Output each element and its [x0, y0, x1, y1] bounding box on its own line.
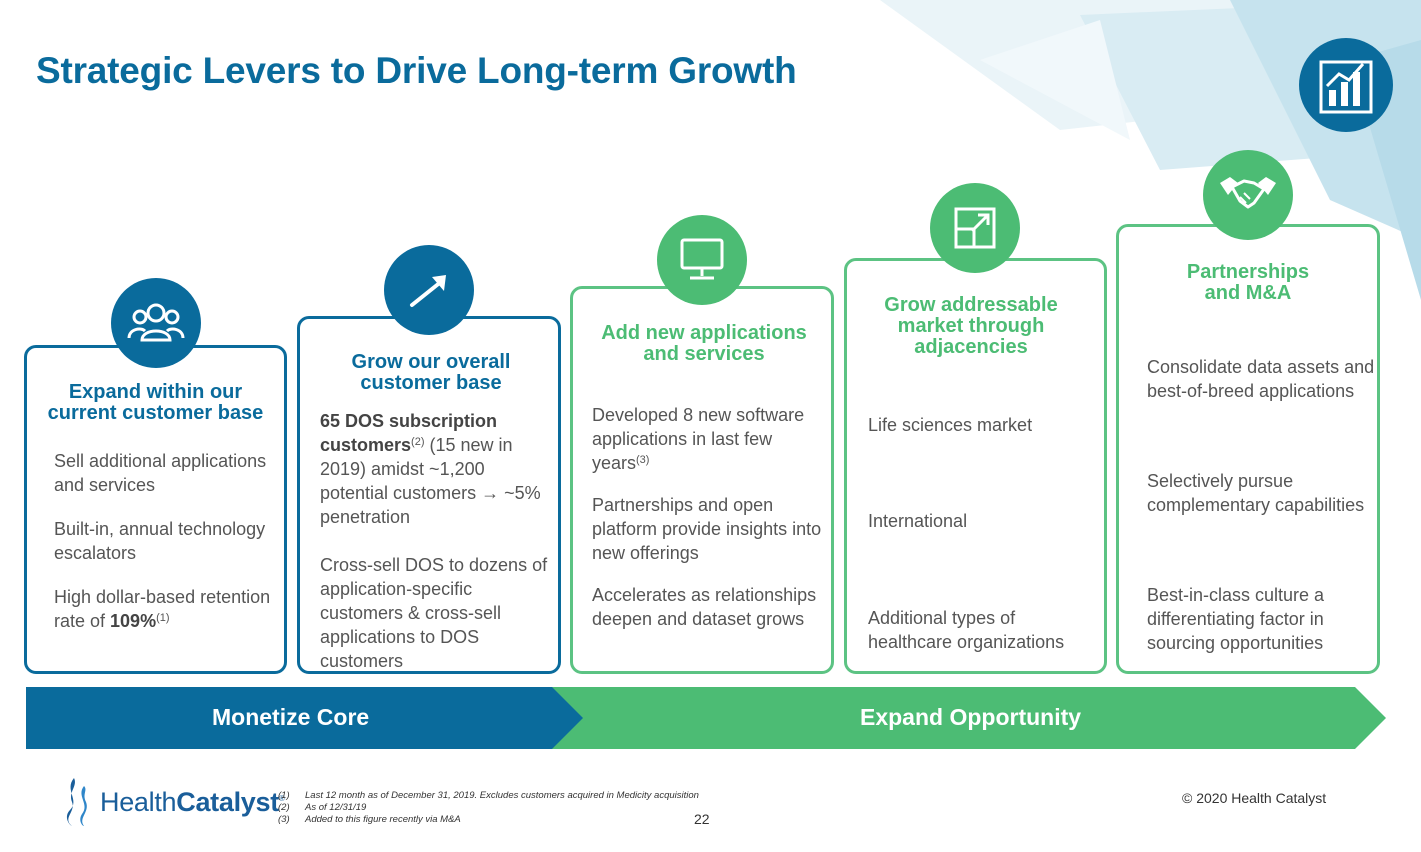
lever-bullet: Sell additional applications and service…	[54, 451, 267, 495]
expand-box-icon	[930, 183, 1020, 273]
expand-opportunity-label: Expand Opportunity	[860, 704, 1082, 730]
lever-bullet: Best-in-class culture a differentiating …	[1147, 585, 1325, 653]
lever-heading: Grow addressable market through adjacenc…	[884, 294, 1058, 358]
health-catalyst-logo: HealthCatalyst®	[60, 776, 285, 828]
lever-bullet: Additional types of healthcare organizat…	[868, 608, 1065, 652]
handshake-icon	[1203, 150, 1293, 240]
flame-logo-icon	[66, 778, 87, 826]
footnote: (1) Last 12 month as of December 31, 2019…	[278, 790, 699, 802]
lever-card-new-applications	[570, 286, 834, 674]
people-group-icon	[111, 278, 201, 368]
logo-wordmark: HealthCatalyst®	[100, 787, 285, 818]
lever-bullet: International	[868, 511, 968, 531]
bullet-highlight: 65 DOS subscription customers	[320, 411, 498, 455]
footnote: (2) As of 12/31/19	[278, 802, 699, 814]
footnote-number: (1)	[278, 790, 290, 801]
lever-card-addressable-market	[844, 258, 1107, 674]
lever-heading: Add new applications and services	[601, 322, 807, 365]
footnote-ref: (3)	[636, 454, 650, 466]
lever-bullet: High dollar-based retention rate of 109%…	[54, 585, 284, 633]
lever-bullet: Selectively pursue complementary capabil…	[1147, 471, 1365, 515]
page-number: 22	[694, 811, 710, 827]
lever-bullet: Consolidate data assets and best-of-bree…	[1147, 357, 1375, 401]
lever-card-expand-customer-base	[24, 345, 287, 674]
footnote: (3) Added to this figure recently via M&A	[278, 814, 699, 826]
bullet-text: Developed 8 new software applications in…	[592, 405, 805, 473]
footnotes: (1) Last 12 month as of December 31, 2019…	[278, 790, 699, 826]
footnote-text: Last 12 month as of December 31, 2019. E…	[305, 790, 699, 801]
monetize-core-label: Monetize Core	[212, 704, 370, 730]
trend-arrow-icon	[384, 245, 474, 335]
lever-body: 65 DOS subscription customers(2) (15 new…	[320, 409, 556, 673]
computer-monitor-icon	[657, 215, 747, 305]
lever-heading: Partnerships and M&A	[1186, 261, 1310, 304]
lever-card-grow-customer-base	[297, 316, 561, 674]
bullet-highlight: 109%	[110, 611, 157, 631]
lever-bullet: Partnerships and open platform provide i…	[592, 495, 822, 563]
lever-bullet: Life sciences market	[868, 415, 1033, 435]
lever-heading: Grow our overall customer base	[351, 351, 511, 394]
lever-body: Developed 8 new software applications in…	[592, 403, 828, 631]
footnote-number: (3)	[278, 814, 290, 825]
lever-bullet: Cross-sell DOS to dozens of application-…	[320, 555, 548, 671]
lever-bullet: Developed 8 new software applications in…	[592, 403, 828, 475]
footnote-text: Added to this figure recently via M&A	[305, 814, 461, 825]
lever-bullet: Built-in, annual technology escalators	[54, 519, 266, 563]
bullet-text: (15 new in 2019) amidst ~1,200 potential…	[320, 435, 541, 527]
lever-heading: Expand within our current customer base	[47, 381, 264, 424]
footnote-ref: (1)	[156, 612, 170, 624]
logo-text-light: Health	[100, 786, 177, 817]
footnote-ref: (2)	[411, 436, 425, 448]
page-title: Strategic Levers to Drive Long-term Grow…	[36, 50, 797, 91]
footnote-text: As of 12/31/19	[305, 802, 367, 813]
lever-bullet: 65 DOS subscription customers(2) (15 new…	[320, 409, 556, 529]
bullet-text: High dollar-based retention rate of	[54, 587, 271, 631]
footnote-number: (2)	[278, 802, 290, 813]
copyright-notice: © 2020 Health Catalyst	[1182, 790, 1327, 806]
logo-text-bold: Catalyst	[176, 786, 279, 817]
lever-bullet: Accelerates as relationships deepen and …	[592, 585, 817, 629]
bar-chart-icon	[1299, 38, 1393, 132]
lever-body: Sell additional applications and service…	[54, 449, 284, 633]
registered-mark: ®	[278, 793, 285, 803]
